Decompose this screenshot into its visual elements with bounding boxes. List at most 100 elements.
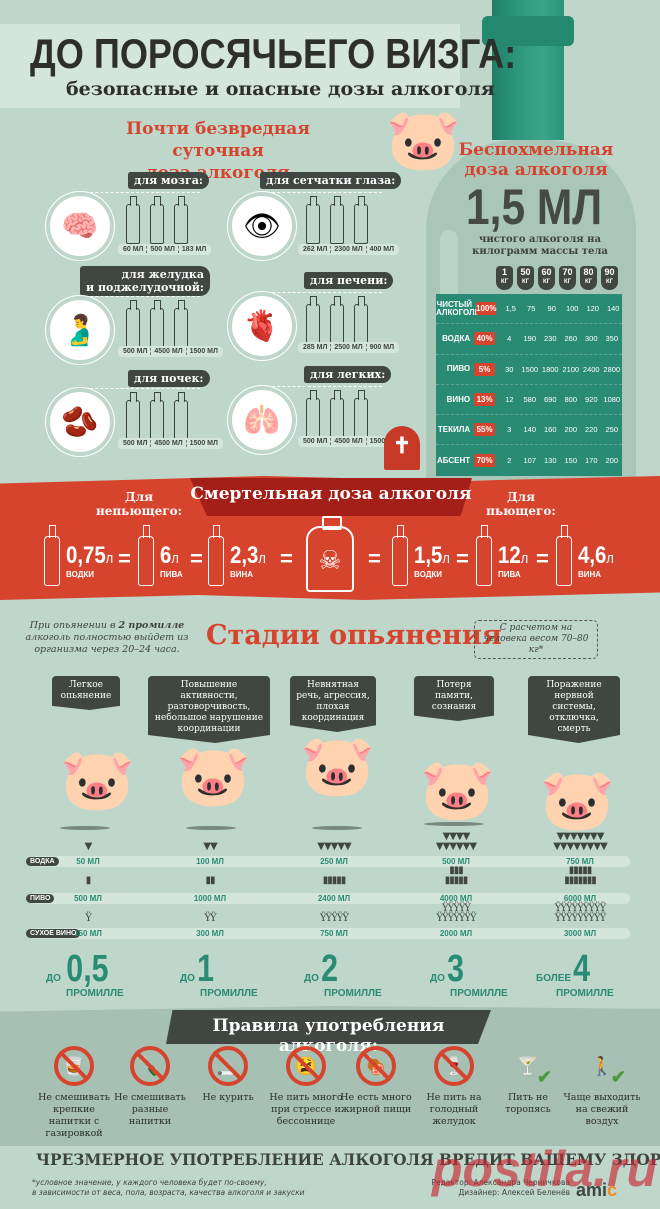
weight-value: 70 — [562, 267, 573, 277]
bottle-icons — [126, 392, 188, 440]
permille-unit: ПРОМИЛЛЕ — [66, 988, 124, 999]
beer-bottle-icon — [330, 390, 344, 438]
wine-bottle-icon — [354, 196, 368, 244]
dose-cell: 300 — [584, 334, 598, 344]
wine-glasses-icon: ŸŸ — [204, 913, 216, 924]
dose-vodka: 60 МЛ — [120, 246, 148, 253]
divider — [80, 192, 200, 193]
permille-stage-3: ДО2 ПРОМИЛЛЕ — [304, 950, 404, 999]
permille-value: 2 — [321, 948, 338, 990]
organ-doses-kidneys: 500 МЛ 4500 МЛ 1500 МЛ — [118, 438, 223, 449]
organ-label-stomach: для желудка и поджелудочной: — [80, 266, 210, 296]
rule-label: Не пить на голодный желудок — [426, 1092, 482, 1127]
footer — [0, 1146, 660, 1209]
drink-name: ВИНА — [230, 570, 254, 579]
dose-cell: 107 — [523, 456, 536, 466]
rule-label: Не пить много при стрессе и бессоннице — [269, 1092, 343, 1127]
dose-cell: 2400 — [582, 364, 600, 374]
value: 2,3 — [230, 542, 259, 569]
no-mixing-drinks-icon: 🍾 — [130, 1046, 170, 1086]
permille-value: 4 — [573, 948, 591, 990]
non-drinker-line1: Для — [125, 490, 153, 504]
beer-bottle-icon — [138, 525, 154, 586]
kidneys-icon: 🫘 — [61, 404, 99, 440]
unit: л — [171, 550, 179, 567]
bottle-icons — [306, 296, 368, 344]
shadow — [312, 826, 362, 830]
lethal-title-ribbon — [190, 478, 472, 516]
weight-value: 50 — [520, 267, 531, 277]
organ-circle-lungs: 🫁 — [232, 390, 292, 450]
weight-badge: 60 КГ — [538, 266, 555, 290]
vodka-bottle-icon — [126, 196, 140, 244]
dose-cell: 100 — [565, 304, 579, 314]
shadow — [186, 826, 236, 830]
stage-amount: 2400 МЛ — [317, 894, 351, 903]
page-subtitle: безопасные и опасные дозы алкоголя — [66, 78, 495, 100]
dose-cell: 140 — [523, 425, 536, 435]
beer-bottle-icon — [150, 196, 164, 244]
stage-amount: 150 МЛ — [74, 929, 102, 938]
poison-bottle-skull-icon: ☠ — [306, 516, 354, 592]
dose-cell: 12 — [505, 395, 514, 405]
value: 0,75 — [66, 542, 106, 569]
dose-values: 3 140 160 200 220 250 — [499, 425, 622, 434]
lethal-value: 12л — [498, 542, 528, 570]
permille-value: 1 — [197, 948, 214, 990]
organ-doses-brain: 60 МЛ 500 МЛ 183 МЛ — [118, 244, 212, 255]
dose-beer: 2500 МЛ — [331, 344, 367, 351]
amic-logo: amic — [576, 1180, 617, 1201]
dose-vodka: 285 МЛ — [300, 344, 332, 351]
dose-table-row: ТЕКИЛА 55% 3 140 160 200 220 250 — [436, 415, 622, 446]
value: 6 — [160, 542, 172, 569]
dose-cell: 130 — [543, 456, 557, 466]
weight-header-row: 1 КГ 50 КГ 60 КГ 70 КГ 80 КГ 90 КГ — [496, 266, 618, 290]
cocktail-icon: 🍸 ✔ — [516, 1055, 552, 1089]
drink-name: ВИНО — [446, 394, 471, 404]
alcohol-percent-badge: 100% — [476, 302, 497, 316]
dose-cell: 2800 — [603, 364, 621, 374]
weight-badge: 90 КГ — [601, 266, 618, 290]
no-mixing-soda-icon: 🥃 — [54, 1046, 94, 1086]
footnote: *условное значение, у каждого человека б… — [32, 1178, 305, 1198]
no-smoking-icon: 🚬 — [208, 1046, 248, 1086]
stage-amount: 2000 МЛ — [439, 929, 473, 938]
designer-credit: Дизайнер: Алексей Беленёв — [458, 1188, 570, 1197]
dose-cell: 190 — [523, 334, 536, 344]
permille-prefix: ДО — [180, 973, 195, 984]
pig-stage-2-illustration: 🐷 — [176, 741, 251, 811]
weight-value: 1 — [501, 267, 507, 277]
stage-description-3: Невнятная речь, агрессия, плохая координ… — [290, 676, 376, 732]
alcohol-percent-badge: 13% — [474, 393, 495, 407]
dose-wine: 400 МЛ — [369, 246, 395, 253]
dose-cell: 1500 — [521, 364, 539, 374]
dose-cell: 250 — [605, 425, 618, 435]
drink-name: ВОДКИ — [66, 570, 95, 579]
weight-value: 90 — [604, 267, 615, 277]
drink-name: ВОДКА — [442, 333, 471, 343]
stage-description-5: Поражение нервной системы, отключка, сме… — [528, 676, 620, 743]
drink-name: ВИНА — [578, 570, 602, 579]
permille-unit: ПРОМИЛЛЕ — [556, 988, 614, 999]
beer-mugs-icon: ▮ — [85, 875, 92, 886]
bottle-icons — [126, 196, 188, 244]
dose-cell: 1080 — [603, 395, 621, 405]
dose-subtitle: чистого алкоголя на килограмм массы тела — [460, 234, 620, 258]
pig-stage-5-illustration: 🐷 — [540, 765, 615, 835]
unit: л — [105, 550, 114, 567]
beer-band — [30, 893, 630, 904]
note-text: При опьянении в — [29, 620, 119, 631]
dose-wine: 1500 МЛ — [189, 440, 218, 447]
dose-cell: 200 — [564, 425, 577, 435]
header-band — [0, 24, 460, 108]
stage-amount: 500 МЛ — [74, 894, 102, 903]
stage-description-2: Повышение активности, разговорчивость, н… — [148, 676, 270, 743]
rule-item: 🍸 ✔ Пить не торопясь — [488, 1046, 568, 1116]
beer-bottle-icon — [150, 300, 164, 348]
rule-item: 🚶 ✔ Чаще выходить на свежий воздух — [562, 1046, 642, 1128]
vodka-bottle-icon — [306, 196, 320, 244]
dose-table-row: ПИВО 5% 30 1500 1800 2100 2400 2800 — [436, 355, 622, 385]
divider — [262, 192, 382, 193]
vodka-bottle-icon — [126, 300, 140, 348]
